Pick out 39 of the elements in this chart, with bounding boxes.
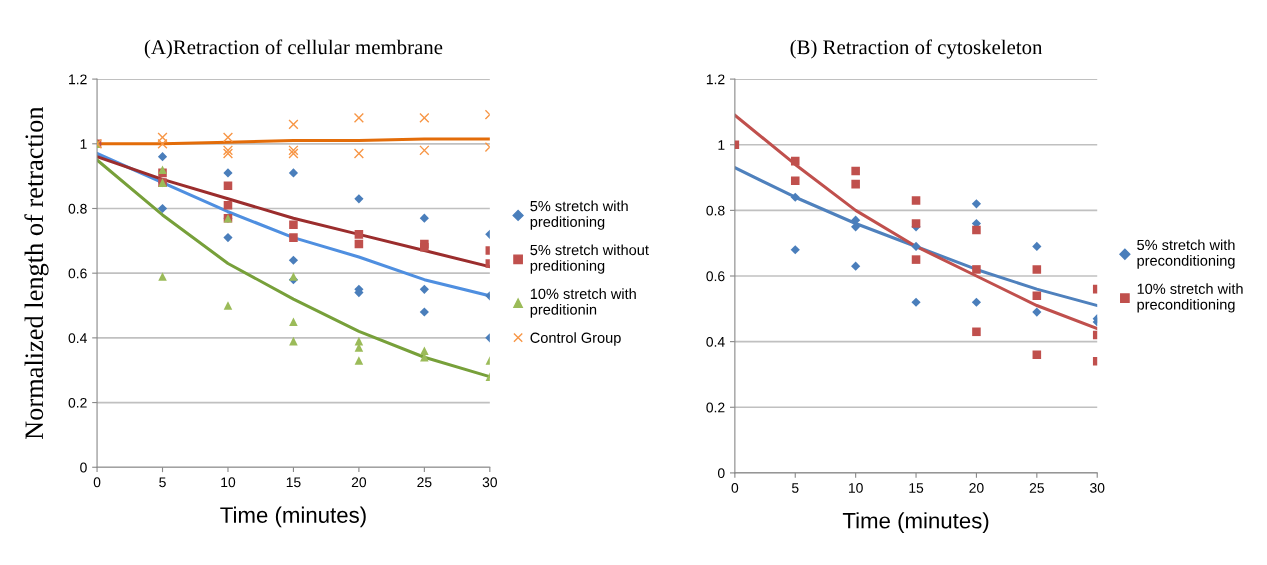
x-tick-label: 15: [909, 483, 924, 493]
legend-label: 10% stretch with preditionin: [530, 288, 636, 318]
x-tick-label: 20: [969, 482, 984, 493]
chart-title: (A)Retraction of cellular membrane: [144, 39, 443, 59]
legend-label: 5% stretch without preditioning: [530, 244, 649, 274]
x-tick-label: 30: [1090, 482, 1105, 493]
x-tick-label: 0: [731, 482, 739, 493]
y-tick-label: 0.6: [706, 271, 725, 282]
legend-label: 5% stretch with preditioning: [530, 200, 628, 230]
y-tick-label: 1: [718, 140, 725, 150]
x-tick-label: 5: [159, 477, 166, 488]
legend-label: 10% stretch with preconditioning: [1137, 283, 1243, 313]
y-axis-title: Normalized length of retraction: [24, 106, 49, 440]
x-axis-title: Time (minutes): [842, 512, 989, 533]
y-tick-label: 1: [80, 139, 87, 149]
x-tick-label: 5: [791, 483, 799, 493]
y-tick-label: 0: [717, 468, 725, 479]
x-tick-label: 0: [93, 477, 101, 488]
x-tick-label: 10: [221, 477, 236, 488]
legend-label: Control Group: [530, 332, 621, 346]
y-tick-label: 0.8: [68, 203, 87, 214]
x-tick-label: 25: [417, 477, 432, 488]
x-tick-label: 20: [351, 477, 367, 488]
x-tick-label: 10: [848, 482, 863, 493]
y-tick-label: 1.2: [69, 74, 87, 85]
y-tick-label: 0.8: [706, 205, 725, 216]
y-tick-label: 0.2: [706, 402, 725, 413]
y-tick-label: 0.6: [68, 268, 87, 279]
y-tick-label: 0: [80, 462, 87, 473]
x-axis-title: Time (minutes): [220, 506, 366, 528]
chart-title: (B) Retraction of cytoskeleton: [790, 39, 1043, 59]
y-tick-label: 0.2: [68, 397, 87, 408]
x-tick-label: 30: [482, 477, 497, 488]
x-tick-label: 25: [1029, 482, 1044, 493]
y-tick-label: 0.4: [68, 333, 87, 344]
y-tick-label: 1.2: [706, 74, 725, 85]
y-tick-label: 0.4: [706, 336, 725, 347]
legend-label: 5% stretch with preconditioning: [1137, 239, 1235, 269]
x-tick-label: 15: [286, 477, 301, 488]
